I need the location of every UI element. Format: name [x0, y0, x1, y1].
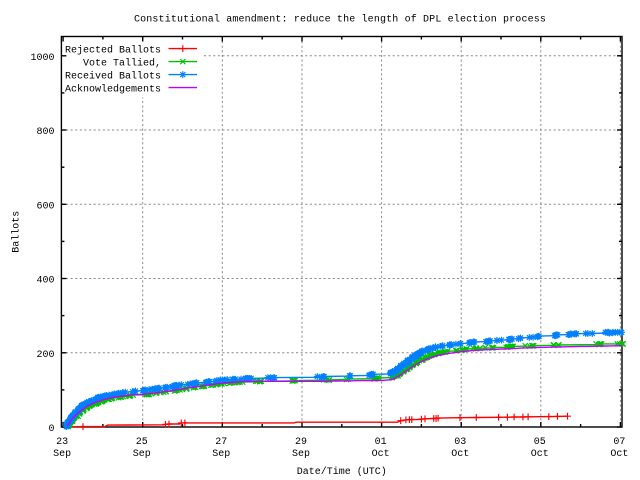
svg-text:Acknowledgements: Acknowledgements [65, 84, 161, 96]
svg-text:Sep: Sep [53, 449, 71, 460]
svg-text:Date/Time (UTC): Date/Time (UTC) [297, 466, 387, 478]
svg-text:07: 07 [613, 437, 625, 448]
svg-text:05: 05 [534, 437, 546, 448]
svg-text:Rejected Ballots: Rejected Ballots [65, 45, 161, 57]
svg-text:200: 200 [36, 350, 54, 361]
svg-text:Oct: Oct [610, 449, 628, 460]
svg-text:27: 27 [215, 437, 227, 448]
svg-text:Sep: Sep [133, 449, 151, 460]
svg-text:Constitutional amendment: redu: Constitutional amendment: reduce the len… [134, 14, 546, 26]
svg-text:Ballots: Ballots [11, 211, 23, 253]
svg-text:Oct: Oct [451, 449, 469, 460]
svg-text:0: 0 [48, 424, 54, 435]
svg-text:400: 400 [36, 276, 54, 287]
svg-text:1000: 1000 [30, 53, 54, 64]
svg-text:25: 25 [136, 437, 148, 448]
svg-text:600: 600 [36, 202, 54, 213]
svg-text:01: 01 [375, 437, 387, 448]
svg-text:03: 03 [454, 437, 466, 448]
svg-text:Sep: Sep [292, 449, 310, 460]
svg-text:800: 800 [36, 127, 54, 138]
svg-text:Received Ballots: Received Ballots [65, 71, 161, 83]
svg-text:Oct: Oct [531, 449, 549, 460]
svg-text:23: 23 [56, 437, 68, 448]
svg-text:Vote Tallied,: Vote Tallied, [83, 58, 161, 70]
svg-text:29: 29 [295, 437, 307, 448]
svg-text:Oct: Oct [372, 449, 390, 460]
svg-text:Sep: Sep [212, 449, 230, 460]
